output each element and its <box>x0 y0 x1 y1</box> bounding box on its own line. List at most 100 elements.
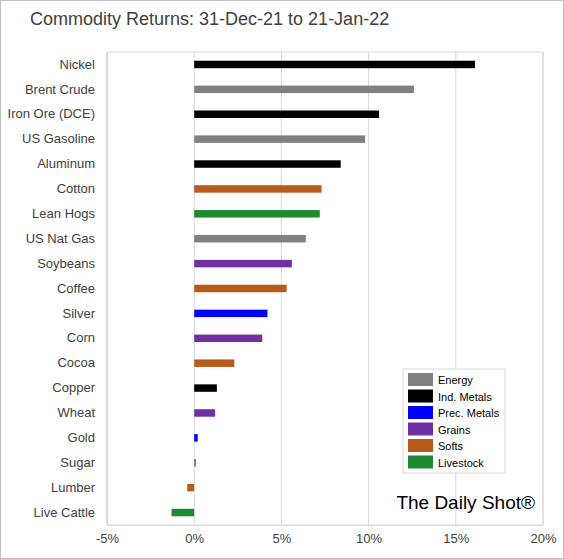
y-tick-label: Wheat <box>57 405 95 420</box>
y-tick: Live Cattle <box>34 505 107 520</box>
legend-label: Ind. Metals <box>438 391 492 403</box>
x-tick-label: 5% <box>273 531 292 546</box>
y-tick-label: Brent Crude <box>25 82 95 97</box>
bar <box>194 384 217 391</box>
x-tick-label: 0% <box>185 531 204 546</box>
y-tick-label: US Nat Gas <box>26 231 96 246</box>
x-tick: 5% <box>273 525 292 546</box>
bar <box>194 235 306 242</box>
legend-item: Grains <box>408 423 471 436</box>
bar <box>194 111 379 118</box>
y-tick: Corn <box>67 330 107 345</box>
y-tick: Lumber <box>51 480 107 495</box>
y-tick: Cotton <box>57 181 107 196</box>
y-tick: US Gasoline <box>22 131 107 146</box>
legend-item: Ind. Metals <box>408 390 492 403</box>
y-tick: US Nat Gas <box>26 231 107 246</box>
grid-line <box>368 52 369 525</box>
legend-swatch <box>408 439 433 452</box>
legend-swatch <box>408 373 433 386</box>
bar <box>194 160 340 167</box>
title: Commodity Returns: 31-Dec-21 to 21-Jan-2… <box>30 9 389 29</box>
bar <box>194 210 320 217</box>
annotation: The Daily Shot® <box>396 492 535 513</box>
bar <box>194 135 365 142</box>
x-axis-line <box>108 525 544 526</box>
x-tick: 15% <box>443 525 469 546</box>
y-tick: Aluminum <box>37 156 107 171</box>
bar <box>172 509 195 516</box>
y-tick-label: Lean Hogs <box>32 206 95 221</box>
x-tick-label: 20% <box>530 531 556 546</box>
x-axis: -5% 0% 5% 10% 15% 20% <box>96 525 557 546</box>
bar <box>194 459 196 466</box>
y-tick-label: Silver <box>62 306 95 321</box>
legend-label: Softs <box>438 440 464 452</box>
legend-swatch <box>408 406 433 419</box>
y-tick: Brent Crude <box>25 82 107 97</box>
grid-line <box>543 52 544 525</box>
y-tick-label: Iron Ore (DCE) <box>8 106 95 121</box>
y-axis: Nickel Brent Crude Iron Ore (DCE) US Gasoli… <box>8 53 108 526</box>
legend-swatch <box>408 390 433 403</box>
bar <box>194 359 234 366</box>
bar <box>194 434 197 441</box>
y-tick-label: Soybeans <box>37 256 95 271</box>
legend-item: Prec. Metals <box>408 406 500 419</box>
y-tick: Nickel <box>60 57 107 72</box>
y-tick: Soybeans <box>37 256 107 271</box>
grid-line <box>107 52 108 525</box>
x-tick: -5% <box>96 525 120 546</box>
bar <box>194 409 215 416</box>
x-tick: 10% <box>356 525 382 546</box>
bar <box>194 285 286 292</box>
y-tick-label: Cocoa <box>57 355 95 370</box>
y-tick-label: Sugar <box>60 455 95 470</box>
y-axis-line <box>107 53 108 526</box>
x-tick-label: -5% <box>96 531 120 546</box>
y-tick: Coffee <box>57 281 107 296</box>
y-tick-label: Aluminum <box>37 156 95 171</box>
y-tick: Wheat <box>57 405 107 420</box>
y-tick-label: Lumber <box>51 480 96 495</box>
grid <box>107 52 543 525</box>
legend-label: Prec. Metals <box>438 407 500 419</box>
x-tick: 0% <box>185 525 204 546</box>
x-tick-label: 15% <box>443 531 469 546</box>
legend: Energy Ind. Metals Prec. Metals Grains Softs… <box>403 369 505 473</box>
chart-border <box>1 1 564 559</box>
legend-item: Softs <box>408 439 464 452</box>
y-tick-label: Nickel <box>60 57 96 72</box>
legend-swatch <box>408 456 433 469</box>
y-tick: Silver <box>62 306 107 321</box>
bar <box>194 185 321 192</box>
y-tick: Cocoa <box>57 355 107 370</box>
y-tick: Iron Ore (DCE) <box>8 106 107 121</box>
bar <box>194 260 292 267</box>
bar <box>194 335 262 342</box>
chart: Commodity Returns: 31-Dec-21 to 21-Jan-2… <box>0 0 564 559</box>
x-tick: 20% <box>530 525 556 546</box>
legend-label: Livestock <box>438 457 484 469</box>
y-tick: Copper <box>52 380 107 395</box>
plot-frame <box>107 52 543 525</box>
legend-box <box>403 369 505 473</box>
y-tick-label: Gold <box>68 430 95 445</box>
y-tick-label: US Gasoline <box>22 131 95 146</box>
x-tick-label: 10% <box>356 531 382 546</box>
y-tick-label: Live Cattle <box>34 505 95 520</box>
legend-label: Grains <box>438 424 471 436</box>
y-tick-label: Coffee <box>57 281 95 296</box>
y-tick-label: Cotton <box>57 181 95 196</box>
bars <box>172 61 475 517</box>
legend-item: Energy <box>408 373 473 386</box>
y-tick: Sugar <box>60 455 107 470</box>
bar <box>194 86 414 93</box>
bar <box>194 310 267 317</box>
legend-swatch <box>408 423 433 436</box>
bar <box>194 61 475 68</box>
y-tick: Lean Hogs <box>32 206 107 221</box>
y-tick-label: Corn <box>67 330 95 345</box>
y-tick-label: Copper <box>52 380 95 395</box>
legend-item: Livestock <box>408 456 484 469</box>
